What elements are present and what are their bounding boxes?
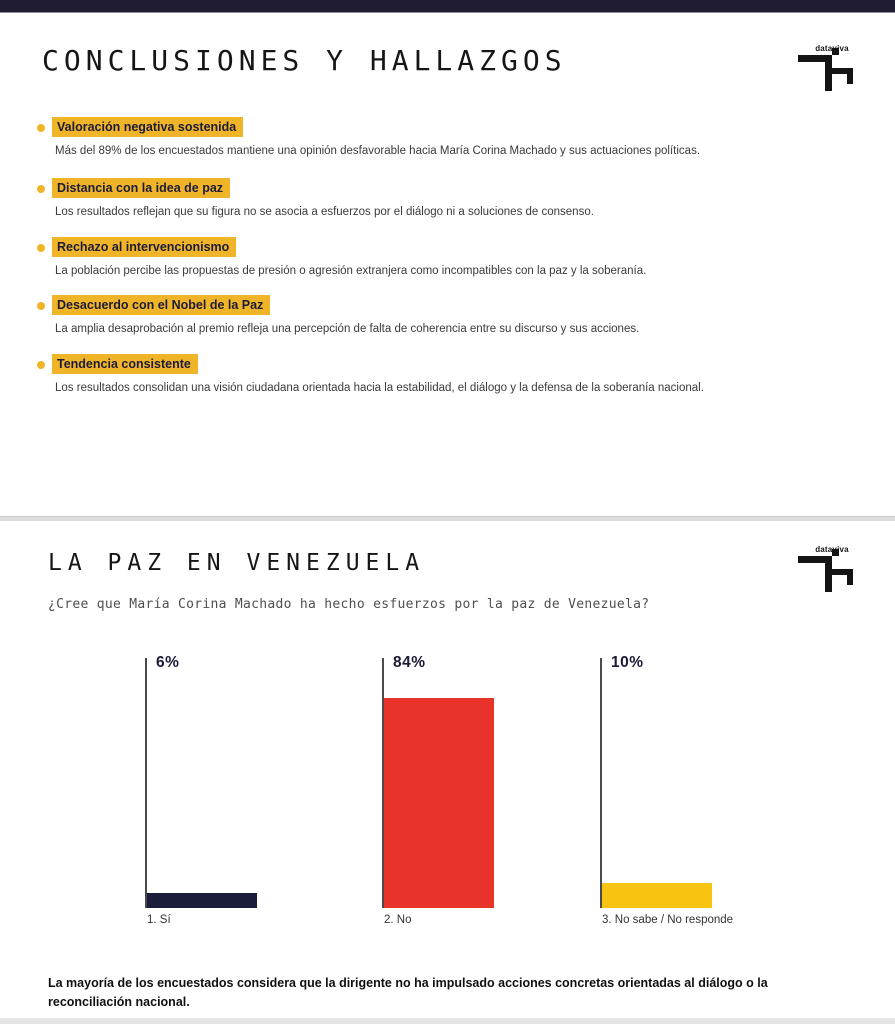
logo-dot <box>832 48 839 55</box>
category-label: 2. No <box>384 914 412 926</box>
bullet-dot-icon <box>37 185 45 193</box>
survey-question: ¿Cree que María Corina Machado ha hecho … <box>48 597 650 612</box>
finding-description: Más del 89% de los encuestados mantiene … <box>55 145 701 157</box>
category-label: 3. No sabe / No responde <box>602 914 734 926</box>
bar-nosabe <box>602 883 712 908</box>
dataviva-logo-text: dataviva <box>813 545 851 554</box>
finding-description: La amplia desaprobación al premio reflej… <box>55 323 640 335</box>
value-label: 6% <box>156 654 180 671</box>
conclusion-text: La mayoría de los encuestados considera … <box>48 976 768 1010</box>
logo-mid-corner <box>832 569 853 585</box>
finding-heading: Distancia con la idea de paz <box>52 178 231 198</box>
dataviva-logo-text: dataviva <box>813 44 851 53</box>
page-conclusions: CONCLUSIONES Y HALLAZGOS dataviva Valora… <box>0 14 895 516</box>
bullet-dot-icon <box>37 361 45 369</box>
category-label: 1. Sí <box>147 914 171 926</box>
logo-outer-corner <box>798 55 832 91</box>
bar-no <box>384 698 494 908</box>
finding-heading: Rechazo al intervencionismo <box>52 237 237 257</box>
finding-description: Los resultados consolidan una visión ciu… <box>55 382 704 394</box>
bullet-dot-icon <box>37 244 45 252</box>
page-title: CONCLUSIONES Y HALLAZGOS <box>42 44 567 77</box>
chart-group-nosabe: 10% 3. No sabe / No responde <box>600 654 840 936</box>
axis-line <box>600 658 602 908</box>
logo-outer-corner <box>798 556 832 592</box>
value-label: 10% <box>611 654 644 671</box>
logo-mid-corner <box>832 68 853 84</box>
dataviva-logo: dataviva <box>798 545 853 592</box>
finding-description: La población percibe las propuestas de p… <box>55 265 647 277</box>
top-navy-bar <box>0 0 895 13</box>
page-divider <box>0 516 895 521</box>
finding-heading: Valoración negativa sostenida <box>52 117 244 137</box>
chart-group-si: 6% 1. Sí <box>145 654 385 936</box>
dataviva-logo: dataviva <box>798 44 853 91</box>
page-la-paz: LA PAZ EN VENEZUELA dataviva ¿Cree que M… <box>0 521 895 1018</box>
bar-chart: 6% 1. Sí 84% 2. No 10% 3. No sabe / No r… <box>0 654 895 936</box>
bullet-dot-icon <box>37 124 45 132</box>
page-title: LA PAZ EN VENEZUELA <box>48 550 426 576</box>
value-label: 84% <box>393 654 426 671</box>
finding-heading: Tendencia consistente <box>52 354 198 374</box>
chart-group-no: 84% 2. No <box>382 654 622 936</box>
bullet-dot-icon <box>37 302 45 310</box>
finding-description: Los resultados reflejan que su figura no… <box>55 206 594 218</box>
logo-dot <box>832 549 839 556</box>
axis-line <box>382 658 384 908</box>
bottom-gray-strip <box>0 1018 895 1024</box>
axis-line <box>145 658 147 908</box>
finding-heading: Desacuerdo con el Nobel de la Paz <box>52 295 271 315</box>
bar-si <box>147 893 257 908</box>
